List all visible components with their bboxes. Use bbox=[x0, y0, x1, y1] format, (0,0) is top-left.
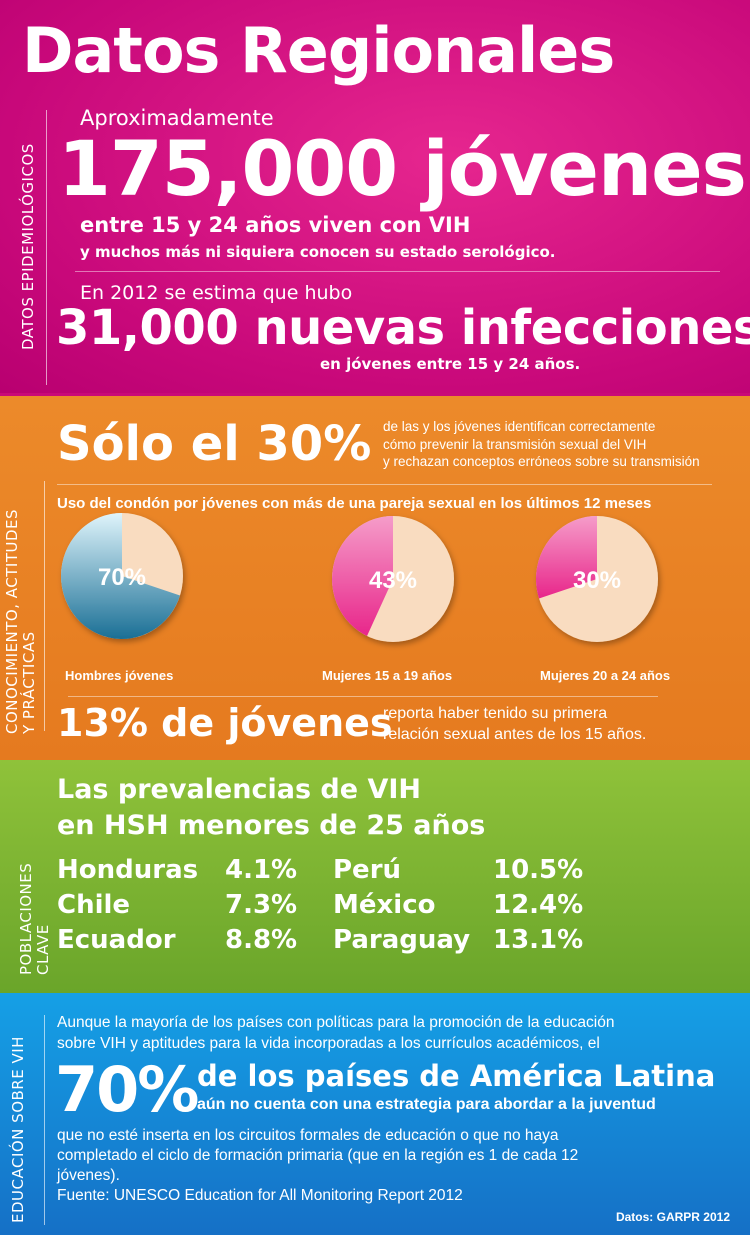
pie-value-label: 70% bbox=[98, 564, 146, 591]
approx-text: Aproximadamente bbox=[80, 106, 274, 130]
pie-value-label: 43% bbox=[369, 567, 417, 594]
big-stat-infections: 31,000 nuevas infecciones bbox=[56, 300, 750, 356]
pie-label: Hombres jóvenes bbox=[65, 668, 174, 683]
pie-chart: 43% bbox=[331, 516, 454, 642]
prevalence-value: 10.5% bbox=[493, 855, 584, 885]
pie-label: Mujeres 15 a 19 años bbox=[322, 668, 453, 683]
divider bbox=[68, 696, 658, 697]
pie-chart: 70% bbox=[61, 513, 183, 639]
pie-chart: 30% bbox=[535, 516, 658, 642]
section-label: POBLACIONES CLAVE bbox=[17, 862, 52, 975]
divider bbox=[57, 484, 712, 485]
stat-line: y muchos más ni siquiera conocen su esta… bbox=[80, 243, 556, 261]
key-populations-section: POBLACIONES CLAVE Las prevalencias de VI… bbox=[0, 760, 750, 993]
education-intro: Aunque la mayoría de los países con polí… bbox=[57, 1014, 615, 1052]
first-sex-desc: reporta haber tenido su primera relación … bbox=[383, 705, 647, 743]
big-stat-countries: 70% bbox=[55, 1053, 199, 1126]
country-name: Paraguay bbox=[333, 925, 471, 955]
stat-line: en jóvenes entre 15 y 24 años. bbox=[320, 355, 581, 373]
divider bbox=[44, 481, 45, 731]
condom-title: Uso del condón por jóvenes con más de un… bbox=[57, 495, 652, 512]
section-label: EDUCACIÓN SOBRE VIH bbox=[9, 1036, 27, 1223]
data-credit: Datos: GARPR 2012 bbox=[615, 1210, 730, 1224]
section-label: DATOS EPIDEMIOLÓGICOS bbox=[19, 143, 37, 351]
prevalence-title: Las prevalencias de VIH en HSH menores de… bbox=[57, 774, 486, 841]
divider bbox=[75, 271, 720, 272]
prevalence-value: 7.3% bbox=[225, 890, 298, 920]
big-stat-knowledge: Sólo el 30% bbox=[57, 416, 372, 472]
country-name: Honduras bbox=[57, 855, 199, 885]
country-name: Ecuador bbox=[57, 925, 176, 955]
big-stat-youth: 175,000 jóvenes bbox=[58, 124, 747, 213]
education-section: EDUCACIÓN SOBRE VIH Aunque la mayoría de… bbox=[0, 993, 750, 1235]
pie-label: Mujeres 20 a 24 años bbox=[540, 668, 671, 683]
education-headline: de los países de América Latina bbox=[197, 1059, 716, 1093]
divider bbox=[46, 110, 47, 385]
pie-charts: 70% 43% 30% bbox=[61, 513, 658, 642]
prevalence-value: 13.1% bbox=[493, 925, 584, 955]
divider bbox=[44, 1015, 45, 1225]
country-name: México bbox=[333, 890, 436, 920]
pie-slice-value bbox=[61, 513, 181, 639]
prevalence-value: 12.4% bbox=[493, 890, 584, 920]
epidemiological-section: Datos Regionales DATOS EPIDEMIOLÓGICOS A… bbox=[0, 0, 750, 393]
pie-value-label: 30% bbox=[573, 567, 621, 594]
pie-slice-value bbox=[535, 516, 597, 599]
country-name: Perú bbox=[333, 855, 402, 885]
prevalence-value: 8.8% bbox=[225, 925, 298, 955]
country-name: Chile bbox=[57, 890, 131, 920]
pie-slice-value bbox=[331, 516, 393, 637]
education-body: que no esté inserta en los circuitos for… bbox=[57, 1127, 579, 1204]
knowledge-section: CONOCIMIENTO, ACTITUDES Y PRÁCTICAS Sólo … bbox=[0, 393, 750, 760]
knowledge-desc: de las y los jóvenes identifican correct… bbox=[383, 419, 700, 469]
prevalence-value: 4.1% bbox=[225, 855, 298, 885]
page-title: Datos Regionales bbox=[22, 14, 615, 87]
stat-line: entre 15 y 24 años viven con VIH bbox=[80, 213, 471, 237]
big-stat-first-sex: 13% de jóvenes bbox=[57, 701, 393, 745]
education-subline: aún no cuenta con una estrategia para ab… bbox=[197, 1096, 656, 1113]
estimate-text: En 2012 se estima que hubo bbox=[80, 282, 353, 304]
